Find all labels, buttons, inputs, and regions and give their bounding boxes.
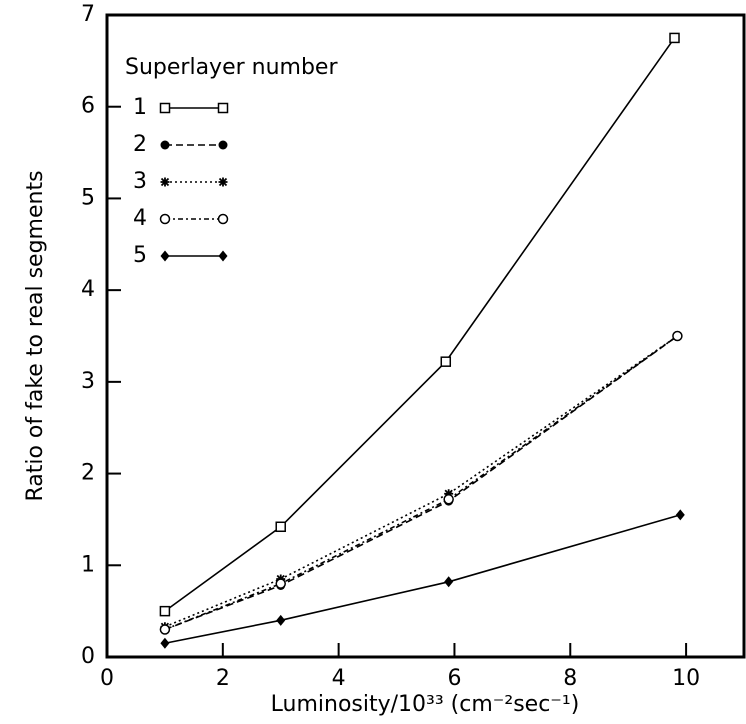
y-tick-label: 3	[81, 369, 95, 394]
y-tick-label: 0	[81, 644, 95, 669]
y-tick-label: 5	[81, 185, 95, 210]
marker	[669, 32, 680, 44]
marker	[275, 521, 286, 533]
legend-marker	[218, 140, 228, 150]
marker	[159, 605, 171, 617]
marker	[444, 489, 454, 499]
x-axis-title: Luminosity/10³³ (cm⁻²sec⁻¹)	[271, 692, 580, 717]
y-tick-label: 2	[81, 461, 95, 486]
x-tick-label: 8	[563, 666, 577, 691]
series-line	[164, 335, 678, 631]
y-tick-label: 4	[81, 277, 95, 302]
legend-marker	[160, 250, 170, 262]
legend-label: 5	[133, 243, 147, 268]
legend-marker	[159, 213, 171, 225]
legend-label: 1	[133, 95, 147, 120]
marker	[275, 578, 286, 589]
marker	[444, 576, 454, 588]
legend-marker	[159, 102, 171, 114]
series-line	[164, 514, 681, 645]
legend-marker	[160, 140, 170, 150]
y-tick-label: 7	[81, 2, 95, 27]
marker	[672, 330, 683, 342]
x-tick-label: 4	[332, 666, 346, 691]
y-axis-title: Ratio of fake to real segments	[23, 170, 48, 501]
legend-marker	[217, 102, 229, 114]
y-tick-label: 1	[81, 552, 95, 577]
x-tick-label: 10	[672, 666, 700, 691]
marker	[675, 509, 685, 521]
series-line	[164, 37, 676, 612]
marker	[160, 637, 170, 649]
legend-marker	[218, 177, 228, 187]
series-line	[164, 335, 678, 631]
x-tick-label: 0	[100, 666, 114, 691]
legend-marker	[217, 213, 229, 225]
marker	[440, 356, 452, 367]
legend-label: 2	[133, 132, 147, 157]
legend-marker	[218, 250, 228, 262]
x-tick-label: 2	[216, 666, 230, 691]
marker	[159, 624, 171, 635]
legend-marker	[160, 177, 170, 187]
legend-label: 3	[133, 169, 147, 194]
marker	[443, 494, 454, 505]
series-line	[164, 335, 678, 628]
legend-title: Superlayer number	[125, 55, 338, 80]
x-tick-label: 6	[447, 666, 461, 691]
plot-frame	[105, 13, 746, 659]
legend-label: 4	[133, 206, 147, 231]
y-tick-label: 6	[81, 94, 95, 119]
marker	[276, 614, 286, 626]
